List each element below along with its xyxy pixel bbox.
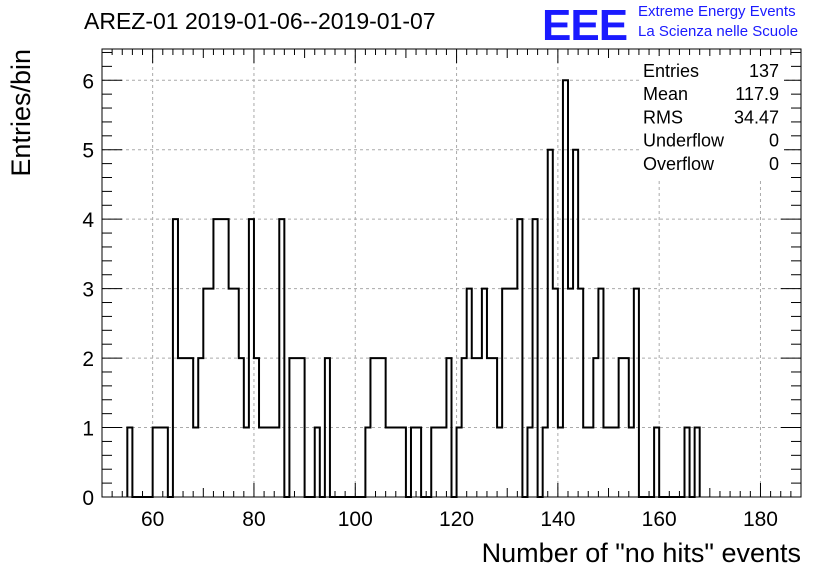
histogram-bin [436,428,441,497]
x-tick-label: 80 [242,508,265,531]
x-tick-label: 180 [743,508,778,531]
logo-letters: EEE [542,2,627,44]
y-tick-label: 4 [82,209,94,232]
x-tick-labels: 60 80 100 120 140 160 180 [141,508,778,531]
stat-value: 0 [769,131,779,151]
histogram-bin [269,428,274,497]
stat-label: Underflow [643,131,725,151]
histogram-bin [229,289,234,497]
x-tick-label: 160 [642,508,677,531]
histogram-bin [609,428,614,497]
x-tick-label: 140 [540,508,575,531]
histogram-bin [158,428,163,497]
eee-logo: EEE [542,2,628,44]
stat-value: 117.9 [735,84,779,104]
histogram-bin [588,428,593,497]
histogram-bin [568,289,573,497]
histogram-bin [583,428,588,497]
y-tick-label: 2 [82,348,94,371]
histogram-bin [512,289,517,497]
histogram-bin [497,428,502,497]
stat-value: 34.47 [734,107,779,127]
y-tick-labels: 0 1 2 3 4 5 6 [82,70,94,510]
y-tick-label: 1 [82,418,94,441]
histogram-bin [614,428,619,497]
stat-label: RMS [643,107,683,127]
x-tick-label: 60 [141,508,164,531]
x-tick-label: 120 [439,508,474,531]
histogram-bin [507,289,512,497]
histogram-bin [274,428,279,497]
logo-line-2: La Scienza nelle Scuole [638,23,799,40]
histogram-bin [391,428,396,497]
y-tick-label: 6 [82,70,94,93]
histogram-bin [558,428,563,497]
y-axis-title: Entries/bin [6,49,36,177]
y-tick-label: 0 [82,487,94,510]
histogram-bin [193,428,198,497]
stat-label: Mean [643,84,688,104]
histogram-bin [264,428,269,497]
stat-label: Entries [643,61,699,81]
stat-value: 137 [749,61,779,81]
logo-line-1: Extreme Energy Events [638,3,796,20]
grid [102,49,801,497]
histogram-bin [386,428,391,497]
stats-list: Entries 137 Mean 117.9 RMS 34.47 Underflow 0 Ove… [643,61,779,174]
histogram-bin [244,428,249,497]
histogram-bin [208,289,213,497]
stats-box [640,56,784,178]
histogram-bin [603,428,608,497]
histogram-bin [259,428,264,497]
histogram-bin [629,428,634,497]
x-axis-title: Number of "no hits" events [482,538,801,568]
chart-title: AREZ-01 2019-01-06--2019-01-07 [84,8,436,34]
histogram-bin [396,428,401,497]
histogram-line [126,79,701,498]
y-tick-label: 5 [82,140,94,163]
stat-label: Overflow [643,154,715,174]
stat-value: 0 [769,154,779,174]
y-tick-label: 3 [82,279,94,302]
x-tick-label: 100 [338,508,373,531]
histogram-bin [441,428,446,497]
